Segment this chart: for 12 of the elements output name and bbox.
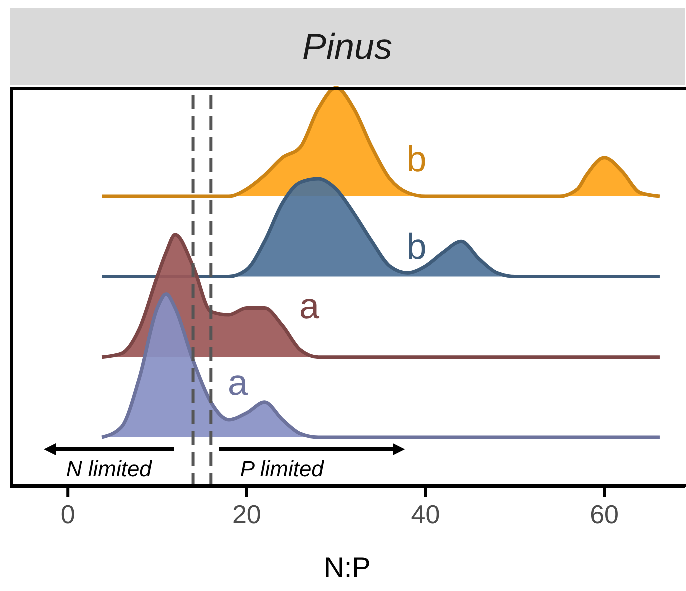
x-tick-label: 20: [232, 499, 262, 530]
annotation: P limited: [240, 456, 325, 482]
series-label: b: [406, 138, 427, 180]
x-tick-label: 0: [60, 499, 76, 530]
x-axis-title: N:P: [324, 552, 371, 583]
x-tick-label: 40: [411, 499, 440, 530]
x-tick-label: 60: [590, 499, 619, 530]
series-label: a: [228, 362, 249, 403]
annotation: N limited: [66, 456, 153, 482]
chart-title: Pinus: [10, 8, 685, 85]
series-label: a: [299, 285, 320, 326]
series-label: b: [406, 226, 427, 267]
